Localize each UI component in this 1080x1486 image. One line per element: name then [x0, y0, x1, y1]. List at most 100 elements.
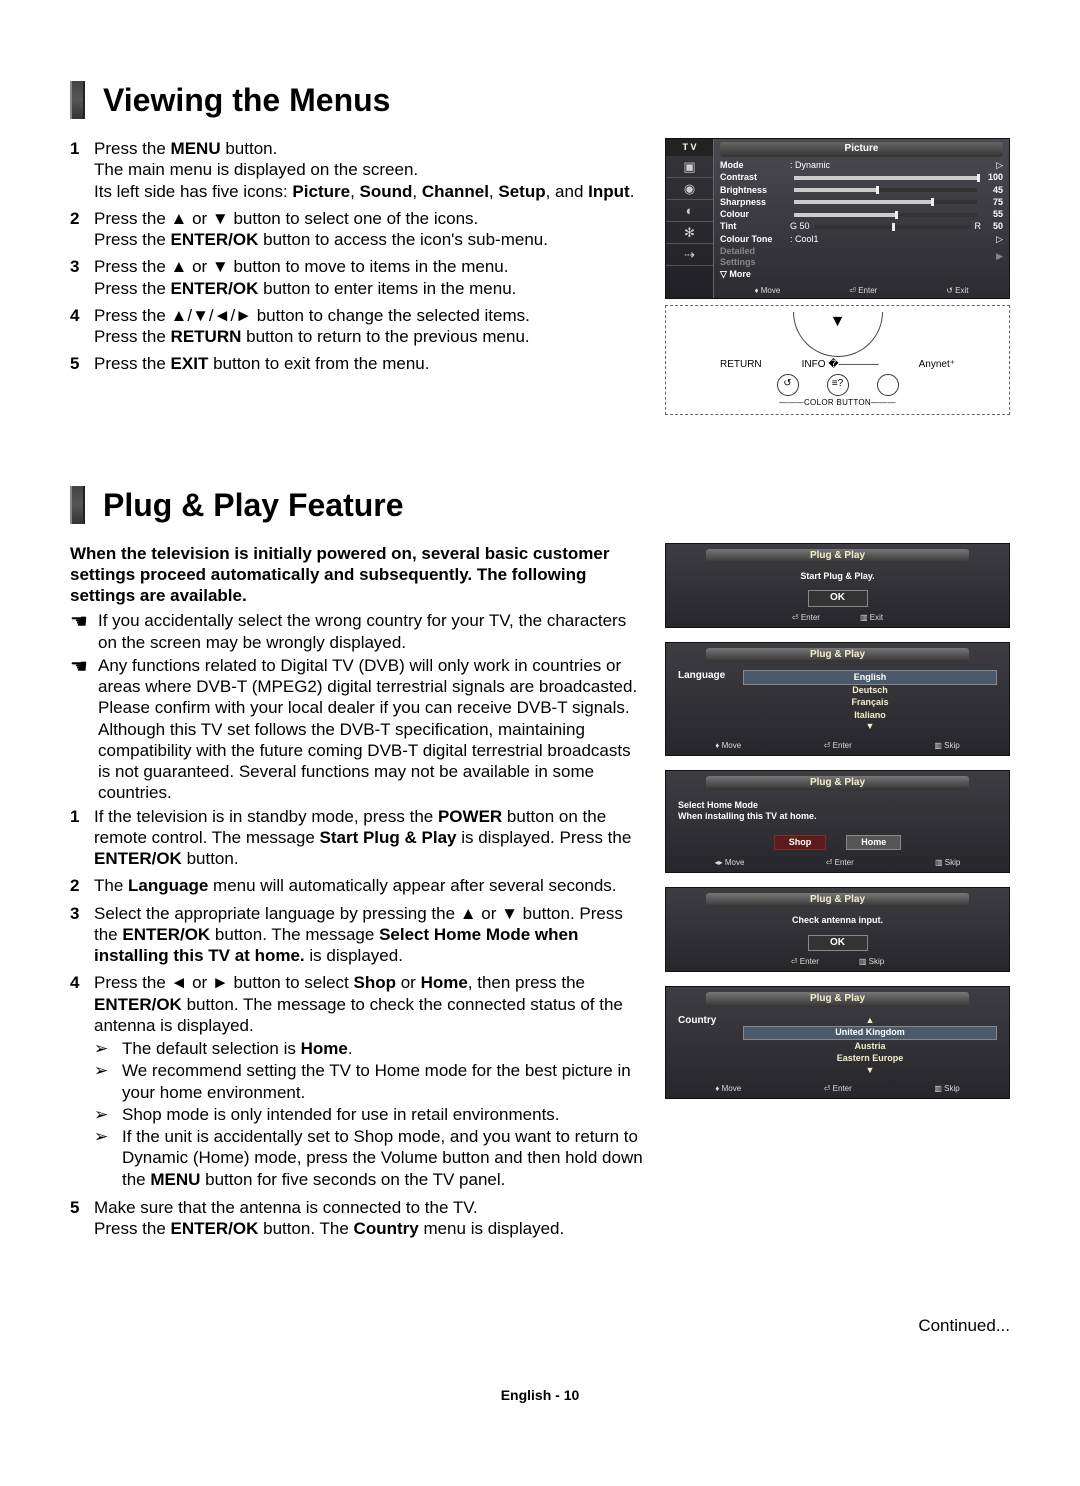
enter-hint: ⏎ Enter	[792, 613, 820, 623]
pointer-icon: ☚	[70, 655, 98, 804]
enter-hint: ⏎ Enter	[826, 858, 854, 868]
osd-footer: ◂▸ Move ⏎ Enter ▥ Skip	[666, 858, 1009, 868]
step-item: 4Press the ◄ or ► button to select Shop …	[70, 972, 645, 1191]
continued-label: Continued...	[70, 1315, 1010, 1336]
osd-language: Plug & Play Language EnglishDeutschFranç…	[665, 642, 1010, 756]
title-bar-icon	[70, 81, 85, 119]
return-label: RETURN	[720, 359, 762, 372]
picture-icon: ▣	[666, 156, 713, 178]
tv-label: T V	[666, 139, 713, 156]
exit-hint: ▥ Exit	[860, 613, 883, 623]
language-option[interactable]: Français	[743, 697, 997, 709]
title-bar-icon	[70, 486, 85, 524]
language-option[interactable]: English	[743, 670, 997, 684]
section-title-row: Viewing the Menus	[70, 80, 1010, 120]
info-button-icon: ≡?	[827, 374, 849, 396]
info-label: INFO �————	[802, 359, 879, 372]
osd-footer: ⏎ Enter ▥ Exit	[666, 613, 1009, 623]
tv-menu-footer: ♦ Move ⏎ Enter ↺ Exit	[720, 284, 1003, 296]
tv-menu-row: Mode: Dynamic▷	[720, 160, 1003, 172]
tv-menu-row: TintG 50 R50	[720, 221, 1003, 233]
move-hint: ♦ Move	[715, 741, 741, 751]
exit-hint: ↺ Exit	[946, 286, 968, 296]
anynet-label: Anynet⁺	[919, 359, 955, 372]
enter-hint: ⏎ Enter	[824, 741, 852, 751]
country-option[interactable]: Austria	[743, 1040, 997, 1052]
osd-title: Plug & Play	[706, 893, 969, 908]
country-label: Country	[678, 1015, 733, 1076]
tv-menu-row: ▽ More	[720, 269, 1003, 281]
step-item: 5Make sure that the antenna is connected…	[70, 1197, 645, 1240]
osd-footer: ⏎ Enter ▥ Skip	[666, 957, 1009, 967]
enter-hint: ⏎ Enter	[791, 957, 819, 967]
tv-menu-row: Contrast100	[720, 172, 1003, 184]
return-button-icon: ↺	[777, 374, 799, 396]
skip-hint: ▥ Skip	[935, 858, 960, 868]
country-option[interactable]: United Kingdom	[743, 1026, 997, 1040]
ok-button[interactable]: OK	[808, 935, 868, 952]
osd-home-mode: Plug & Play Select Home Mode When instal…	[665, 770, 1010, 873]
osd-message: Select Home Mode When installing this TV…	[666, 796, 1009, 827]
ok-button[interactable]: OK	[808, 590, 868, 607]
remote-diagram: ▼ RETURN INFO �———— Anynet⁺ ↺ ≡? ———COLO…	[665, 305, 1010, 415]
step-item: 3Select the appropriate language by pres…	[70, 903, 645, 967]
note-item: ☚Any functions related to Digital TV (DV…	[70, 655, 645, 804]
tv-menu-row: Detailed Settings▶	[720, 245, 1003, 269]
skip-hint: ▥ Skip	[934, 741, 959, 751]
step-item: 2Press the ▲ or ▼ button to select one o…	[70, 208, 645, 251]
step-item: 3Press the ▲ or ▼ button to move to item…	[70, 256, 645, 299]
tv-menu-row: Colour Tone: Cool1▷	[720, 233, 1003, 245]
color-button-label: ———COLOR BUTTON———	[779, 398, 896, 408]
sound-icon: ◉	[666, 178, 713, 200]
language-option[interactable]: Italiano	[743, 709, 997, 721]
move-hint: ♦ Move	[754, 286, 780, 296]
osd-start-plug-play: Plug & Play Start Plug & Play. OK ⏎ Ente…	[665, 543, 1010, 628]
tv-menu-header: Picture	[720, 142, 1003, 157]
language-option[interactable]: Deutsch	[743, 685, 997, 697]
enter-hint: ⏎ Enter	[824, 1084, 852, 1094]
osd-country: Plug & Play Country ▲United KingdomAustr…	[665, 986, 1010, 1099]
osd-footer: ♦ Move ⏎ Enter ▥ Skip	[666, 741, 1009, 751]
skip-hint: ▥ Skip	[859, 957, 884, 967]
home-button[interactable]: Home	[846, 835, 901, 850]
tv-menu-sidebar: T V ▣ ◉ ◐ ✻ ⇢	[666, 139, 714, 298]
country-list[interactable]: ▲United KingdomAustriaEastern Europe▼	[743, 1015, 997, 1076]
osd-antenna: Plug & Play Check antenna input. OK ⏎ En…	[665, 887, 1010, 972]
intro-text: When the television is initially powered…	[70, 543, 645, 607]
step-item: 2The Language menu will automatically ap…	[70, 875, 645, 896]
step-item: 1Press the MENU button.The main menu is …	[70, 138, 645, 202]
osd-message: Start Plug & Play.	[666, 571, 1009, 582]
section-title: Plug & Play Feature	[103, 485, 404, 525]
section-title-row: Plug & Play Feature	[70, 485, 1010, 525]
osd-title: Plug & Play	[706, 549, 969, 564]
osd-title: Plug & Play	[706, 992, 969, 1007]
dpad-ring: ▼	[793, 312, 883, 357]
shop-button[interactable]: Shop	[774, 835, 827, 850]
enter-hint: ⏎ Enter	[849, 286, 877, 296]
setup-icon: ✻	[666, 222, 713, 244]
anynet-button-icon	[877, 374, 899, 396]
skip-hint: ▥ Skip	[934, 1084, 959, 1094]
steps-list: 1Press the MENU button.The main menu is …	[70, 138, 645, 375]
language-label: Language	[678, 670, 733, 732]
tv-menu-row: Sharpness75	[720, 196, 1003, 208]
country-option[interactable]: Eastern Europe	[743, 1052, 997, 1064]
osd-footer: ♦ Move ⏎ Enter ▥ Skip	[666, 1084, 1009, 1094]
note-item: ☚If you accidentally select the wrong co…	[70, 610, 645, 653]
channel-icon: ◐	[666, 200, 713, 222]
move-hint: ◂▸ Move	[715, 858, 745, 868]
pointer-icon: ☚	[70, 610, 98, 653]
input-icon: ⇢	[666, 244, 713, 266]
steps-list: 1If the television is in standby mode, p…	[70, 806, 645, 1240]
move-hint: ♦ Move	[715, 1084, 741, 1094]
page-footer: English - 10	[70, 1387, 1010, 1405]
osd-title: Plug & Play	[706, 648, 969, 663]
language-list[interactable]: EnglishDeutschFrançaisItaliano▼	[743, 670, 997, 732]
section-viewing-menus: Viewing the Menus 1Press the MENU button…	[70, 80, 1010, 415]
section-plug-play: Plug & Play Feature When the television …	[70, 485, 1010, 1246]
step-item: 5Press the EXIT button to exit from the …	[70, 353, 645, 374]
tv-menu-row: Brightness45	[720, 184, 1003, 196]
step-item: 1If the television is in standby mode, p…	[70, 806, 645, 870]
tv-menu-row: Colour55	[720, 209, 1003, 221]
osd-message: Check antenna input.	[666, 915, 1009, 926]
